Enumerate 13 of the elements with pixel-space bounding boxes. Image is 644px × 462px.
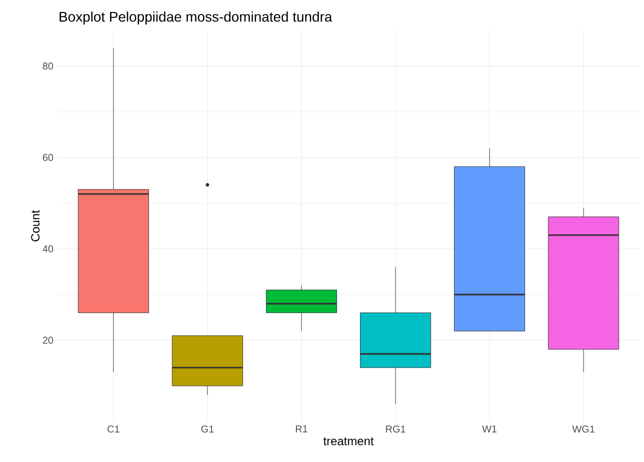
x-tick-label: WG1 (572, 426, 594, 433)
y-tick-label: 20 (42, 336, 54, 344)
x-tick-label: W1 (482, 426, 497, 432)
x-tick-label: R1 (296, 426, 308, 432)
x-axis-title: treatment (323, 437, 374, 446)
x-tick-label: C1 (108, 426, 120, 433)
y-tick-label: 60 (42, 154, 54, 161)
y-tick-label: 40 (42, 245, 54, 252)
y-axis-title: Count (31, 210, 40, 242)
chart-title: Boxplot Peloppiidae moss-dominated tundra (60, 11, 332, 24)
y-tick-label: 80 (42, 62, 54, 70)
x-tick-label: RG1 (386, 426, 406, 433)
x-tick-label: G1 (201, 426, 214, 433)
